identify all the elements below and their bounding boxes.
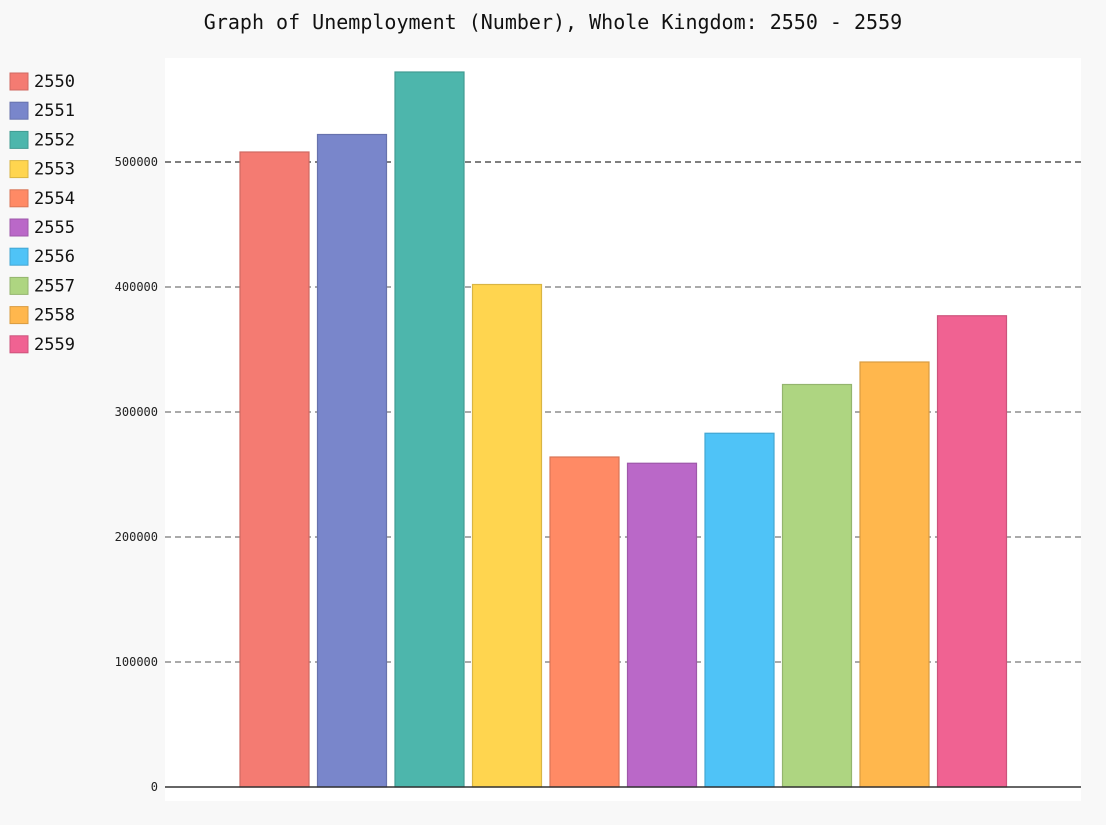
legend-label-2550: 2550: [34, 72, 75, 92]
bar-2554: [549, 456, 620, 788]
y-axis: 0 100000 200000 300000 400000 500000: [115, 155, 1081, 794]
y-tick-label: 100000: [115, 655, 158, 669]
legend-label-2555: 2555: [34, 218, 75, 238]
bar-2558: [859, 361, 930, 788]
legend: 2550 2551 2552 2553 2554 2555 2556 2557 2558 2559: [9, 72, 75, 355]
legend-label-2557: 2557: [34, 276, 75, 296]
bar-2551: [316, 133, 388, 788]
legend-swatch-2558: [9, 306, 29, 325]
y-tick-label: 500000: [115, 155, 158, 169]
legend-swatch-2550: [9, 72, 29, 91]
legend-label-2559: 2559: [34, 335, 75, 355]
bars: [239, 71, 1008, 788]
legend-swatch-2552: [9, 130, 29, 149]
y-tick-label: 400000: [115, 280, 158, 294]
bar-2555: [626, 462, 698, 788]
bar-2550: [239, 151, 310, 788]
legend-swatch-2553: [9, 160, 29, 179]
y-tick-label: 0: [151, 780, 158, 794]
legend-swatch-2551: [9, 101, 29, 120]
bar-2556: [704, 432, 775, 788]
legend-swatch-2554: [9, 189, 29, 208]
legend-label-2556: 2556: [34, 247, 75, 267]
legend-swatch-2557: [9, 276, 29, 295]
legend-label-2558: 2558: [34, 306, 75, 326]
y-tick-label: 200000: [115, 530, 158, 544]
legend-swatch-2556: [9, 247, 29, 266]
chart-title: Graph of Unemployment (Number), Whole Ki…: [204, 10, 902, 34]
bar-2557: [781, 383, 853, 788]
bar-2552: [394, 71, 465, 788]
legend-label-2552: 2552: [34, 130, 75, 150]
legend-swatch-2559: [9, 335, 29, 354]
legend-swatch-2555: [9, 218, 29, 237]
y-tick-label: 300000: [115, 405, 158, 419]
legend-label-2553: 2553: [34, 160, 75, 180]
bar-2553: [471, 283, 543, 788]
legend-label-2554: 2554: [34, 189, 75, 209]
legend-label-2551: 2551: [34, 101, 75, 121]
bar-2559: [936, 315, 1008, 788]
